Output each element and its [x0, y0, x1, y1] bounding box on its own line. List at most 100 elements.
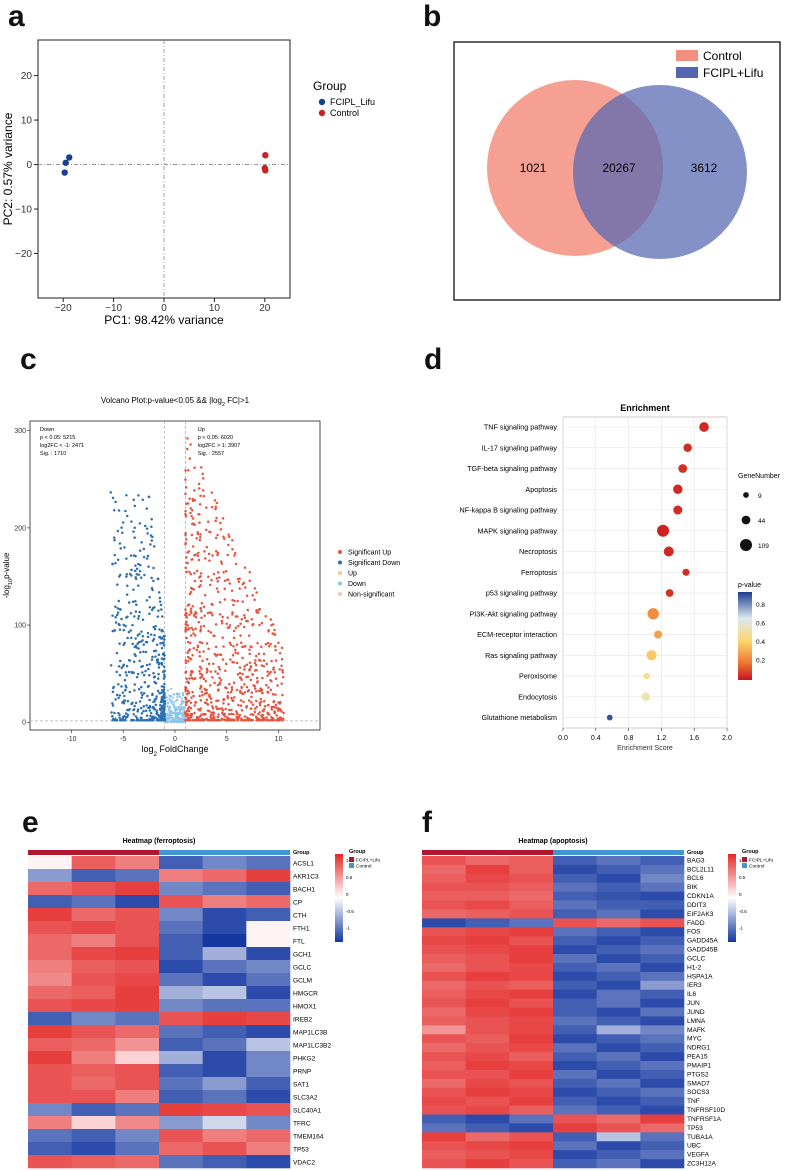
volcano-point-sig-up — [184, 509, 187, 513]
enrichment-pathway-label: IL-17 signaling pathway — [481, 443, 557, 452]
volcano-point-sig-up — [257, 717, 261, 720]
volcano-point-sig-up — [215, 577, 219, 580]
volcano-point-sig-down — [130, 670, 134, 674]
volcano-point-sig-up — [215, 516, 218, 520]
volcano-point-sig-up — [241, 672, 244, 676]
volcano-point-sig-up — [246, 675, 250, 679]
volcano-point-sig-up — [232, 603, 235, 607]
volcano-point-sig-up — [185, 538, 188, 541]
volcano-point-sig-down — [122, 628, 126, 632]
heatmap-cell — [71, 1103, 116, 1117]
volcano-point-sig-down — [121, 715, 125, 719]
heatmap-cell — [553, 891, 597, 901]
volcano-point-sig-down — [132, 713, 135, 716]
enrichment-size-legend-label: 9 — [758, 493, 762, 500]
volcano-point-sig-up — [189, 590, 193, 594]
heatmap-cell — [71, 934, 116, 948]
volcano-point-sig-up — [186, 447, 189, 451]
volcano-point-sig-down — [121, 701, 124, 704]
volcano-point-sig-up — [199, 676, 202, 679]
volcano-point-sig-down — [158, 714, 162, 718]
pca-legend-label: FCIPL_Lifu — [330, 97, 375, 107]
volcano-point-sig-down — [134, 577, 138, 581]
volcano-point-sig-up — [200, 616, 203, 619]
venn-intersection: 20267 — [602, 161, 636, 175]
heatmap-cell — [553, 918, 597, 928]
heatmap-cell — [28, 1090, 72, 1104]
volcano-point-sig-up — [281, 668, 284, 672]
volcano-point-down — [167, 714, 171, 717]
volcano-point-sig-up — [210, 505, 214, 509]
heatmap-cell — [422, 909, 466, 919]
volcano-point-sig-up — [216, 715, 220, 719]
volcano-point-sig-down — [161, 690, 165, 694]
volcano-point-sig-up — [197, 482, 201, 486]
volcano-point-sig-down — [159, 708, 162, 712]
volcano-point-sig-up — [200, 641, 204, 645]
volcano-point-sig-up — [248, 667, 252, 671]
volcano-point-sig-down — [137, 719, 140, 722]
volcano-point-sig-up — [239, 641, 243, 644]
heatmap-cell — [71, 1077, 116, 1091]
heatmap-cell — [71, 973, 116, 987]
heatmap-cell — [159, 1116, 203, 1130]
volcano-point-sig-down — [138, 659, 141, 663]
volcano-point-sig-up — [261, 691, 264, 695]
volcano-point-sig-down — [120, 666, 123, 670]
volcano-point-sig-up — [241, 645, 244, 649]
volcano-point-sig-down — [145, 663, 149, 667]
volcano-point-sig-up — [184, 703, 188, 707]
pca-legend-title: Group — [313, 79, 347, 93]
heatmap-gene-label: MAP1LC3B — [293, 1029, 328, 1036]
volcano-point-sig-up — [217, 688, 220, 691]
volcano-point-sig-up — [249, 707, 253, 710]
heatmap-cell — [246, 882, 291, 896]
heatmap-cell — [553, 882, 597, 892]
volcano-point-sig-up — [280, 657, 284, 661]
volcano-point-sig-down — [118, 673, 122, 677]
volcano-point-sig-up — [215, 707, 219, 711]
heatmap-cell — [465, 962, 510, 973]
volcano-point-sig-up — [203, 687, 206, 691]
volcano-point-sig-up — [241, 656, 244, 660]
volcano-point-sig-up — [269, 670, 272, 674]
volcano-point-sig-up — [191, 497, 194, 501]
heatmap-cell — [246, 908, 291, 922]
volcano-point-sig-down — [135, 603, 138, 607]
heatmap-cell — [115, 1064, 160, 1078]
heatmap-gene-label: TUBA1A — [687, 1134, 713, 1141]
volcano-point-sig-up — [202, 624, 206, 628]
heatmap-cell — [596, 1114, 641, 1124]
enrichment-xtick-label: 0.0 — [558, 735, 568, 742]
volcano-point-sig-up — [198, 521, 201, 524]
volcano-point-sig-down — [117, 665, 121, 668]
volcano-point-sig-up — [214, 507, 217, 511]
heatmap-cell — [640, 1069, 685, 1080]
volcano-point-sig-down — [118, 607, 122, 611]
volcano-point-sig-down — [150, 658, 154, 661]
volcano-point-sig-down — [137, 617, 140, 620]
volcano-point-sig-down — [129, 611, 133, 615]
heatmap-gene-label: BIK — [687, 884, 698, 891]
volcano-point-sig-up — [190, 533, 194, 537]
volcano-point-sig-up — [188, 719, 192, 722]
heatmap-cell — [509, 1061, 554, 1071]
volcano-point-sig-up — [230, 712, 233, 716]
volcano-point-sig-down — [117, 599, 121, 603]
heatmap-cell — [465, 1069, 510, 1080]
volcano-point-sig-down — [111, 614, 114, 617]
enrichment-xtick-label: 1.6 — [689, 735, 699, 742]
volcano-point-sig-down — [144, 650, 148, 654]
heatmap-cell — [71, 1064, 116, 1078]
heatmap-colorbar-label: 0 — [346, 892, 349, 897]
heatmap-gene-label: HMGCR — [293, 990, 318, 997]
heatmap-legend-swatch — [349, 857, 354, 862]
volcano-point-sig-up — [216, 653, 219, 656]
volcano-point-sig-up — [199, 628, 203, 631]
volcano-point-sig-down — [119, 547, 122, 550]
volcano-point-sig-up — [248, 579, 251, 583]
volcano-point-sig-up — [273, 706, 276, 709]
heatmap-cell — [246, 1051, 291, 1065]
volcano-point-sig-up — [256, 642, 259, 645]
volcano-point-sig-up — [187, 468, 190, 472]
